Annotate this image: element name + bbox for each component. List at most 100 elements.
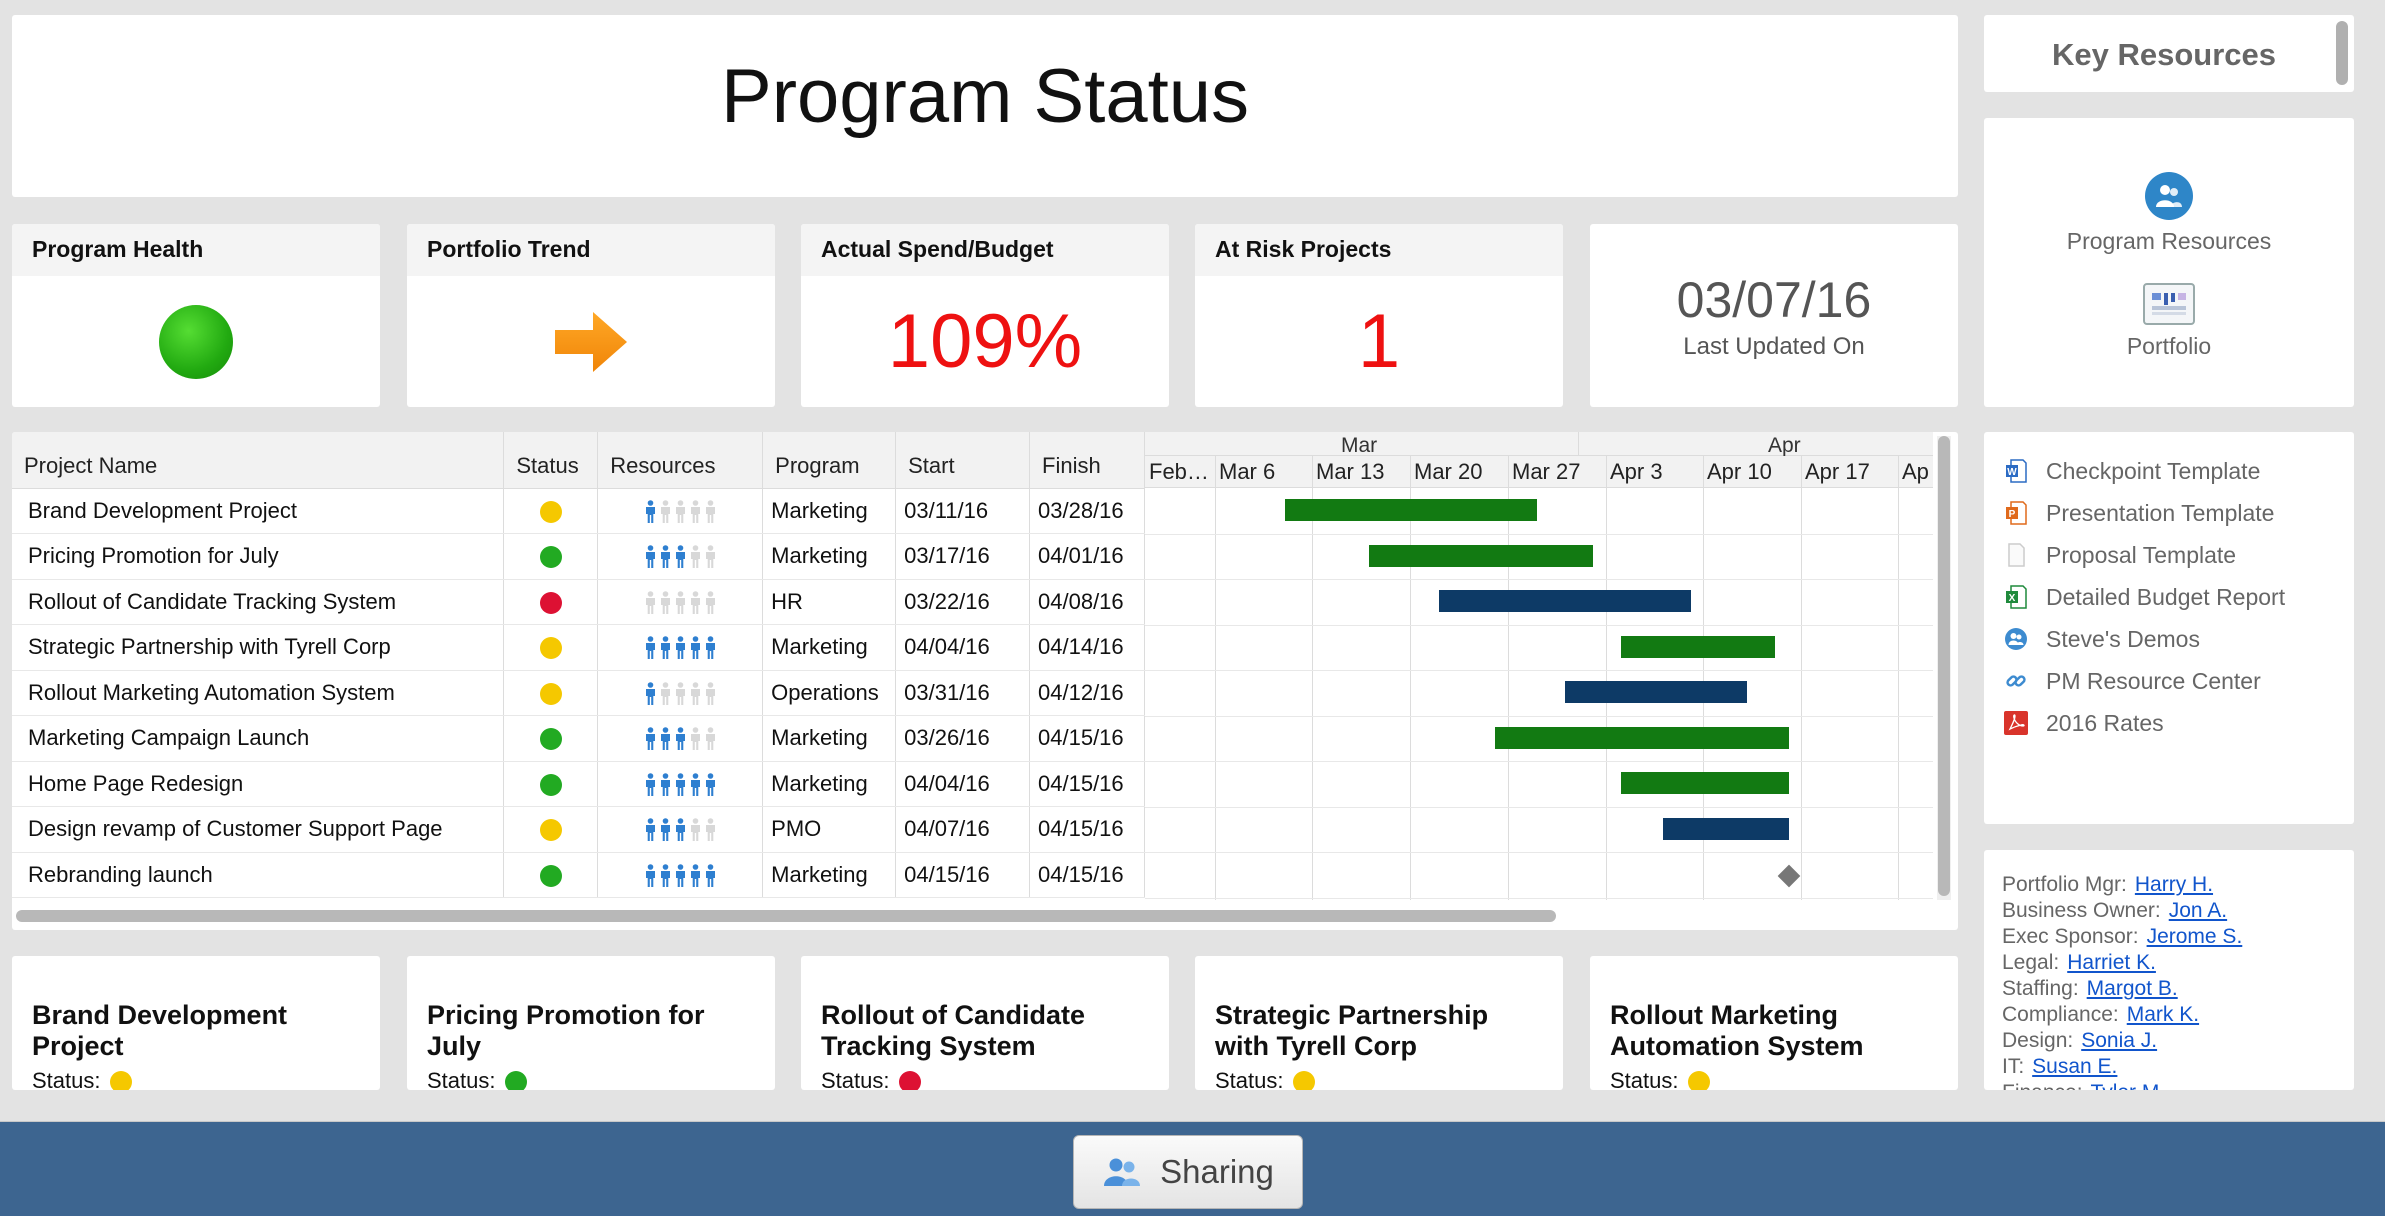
contact-link[interactable]: Margot B. bbox=[2086, 977, 2178, 1000]
contact-role: IT: bbox=[2002, 1055, 2025, 1078]
key-resources-scrollbar[interactable] bbox=[2336, 21, 2348, 85]
project-card-title: Pricing Promotion for July bbox=[427, 1000, 705, 1061]
start-date-cell: 03/17/16 bbox=[895, 533, 1031, 580]
table-row[interactable]: Strategic Partnership with Tyrell Corp Ma… bbox=[12, 624, 1145, 671]
status-dot-icon bbox=[539, 682, 562, 705]
portfolio-label: Portfolio bbox=[2126, 333, 2212, 359]
table-row[interactable]: Pricing Promotion for July Marketing 03/17… bbox=[12, 533, 1145, 580]
finish-date-cell: 04/15/16 bbox=[1029, 761, 1145, 807]
person-icon bbox=[675, 545, 686, 569]
contact-role: Business Owner: bbox=[2002, 899, 2161, 922]
project-card[interactable]: Strategic Partnership with Tyrell Corp S… bbox=[1195, 956, 1563, 1090]
gantt-bar[interactable] bbox=[1621, 635, 1775, 658]
resources-cell bbox=[597, 624, 764, 671]
col-finish[interactable]: Finish bbox=[1029, 432, 1145, 489]
program-cell: Operations bbox=[762, 670, 897, 716]
project-card[interactable]: Pricing Promotion for July Status: bbox=[407, 956, 775, 1090]
gantt-bar[interactable] bbox=[1285, 499, 1537, 521]
program-resources-link[interactable]: Program Resources bbox=[1984, 172, 2354, 255]
file-link-steves-demos[interactable]: Steve's Demos bbox=[1984, 618, 2354, 660]
file-link-2016-rates[interactable]: 2016 Rates bbox=[1984, 702, 2354, 744]
key-contacts: Portfolio Mgr: Harry H. Business Owner: Jo… bbox=[1984, 850, 2354, 1090]
file-label: Detailed Budget Report bbox=[2046, 583, 2286, 610]
gantt-bar[interactable] bbox=[1565, 681, 1747, 703]
person-icon bbox=[660, 500, 671, 524]
grid-horizontal-scrollbar[interactable] bbox=[16, 910, 1936, 924]
grid-vertical-scrollbar[interactable] bbox=[1937, 436, 1951, 900]
gantt-bar[interactable] bbox=[1369, 544, 1593, 567]
file-link-budget-report[interactable]: X Detailed Budget Report bbox=[1984, 576, 2354, 618]
project-table: Project Name Status Resources Program St… bbox=[12, 432, 1145, 898]
contact-row: Legal: Harriet K. bbox=[2002, 950, 2354, 976]
col-resources[interactable]: Resources bbox=[597, 432, 764, 489]
status-dot-icon bbox=[505, 1071, 528, 1090]
file-link-proposal-template[interactable]: Proposal Template bbox=[1984, 534, 2354, 576]
dashboard-icon bbox=[2143, 283, 2195, 325]
project-card-status-label: Status: bbox=[427, 1068, 496, 1090]
table-row[interactable]: Brand Development Project Marketing 03/11/… bbox=[12, 488, 1145, 534]
file-link-checkpoint-template[interactable]: W Checkpoint Template bbox=[1984, 450, 2354, 492]
table-row[interactable]: Home Page Redesign Marketing 04/04/16 04/15… bbox=[12, 761, 1145, 807]
contact-link[interactable]: Sonia J. bbox=[2081, 1029, 2158, 1052]
finish-date-cell: 04/15/16 bbox=[1029, 715, 1145, 762]
finish-date-cell: 04/01/16 bbox=[1029, 533, 1145, 580]
project-name-cell: Design revamp of Customer Support Page bbox=[12, 806, 505, 853]
portfolio-link[interactable]: Portfolio bbox=[1984, 283, 2354, 360]
gantt-milestone[interactable] bbox=[1777, 864, 1801, 888]
finish-date-cell: 04/12/16 bbox=[1029, 670, 1145, 716]
person-icon bbox=[645, 591, 656, 615]
table-row[interactable]: Marketing Campaign Launch Marketing 03/26/… bbox=[12, 715, 1145, 762]
project-card-status-label: Status: bbox=[32, 1068, 101, 1090]
last-updated-label: Last Updated On bbox=[1683, 332, 1865, 360]
table-row[interactable]: Rollout Marketing Automation System Opera… bbox=[12, 670, 1145, 716]
gantt-week-label: Apr 17 bbox=[1805, 459, 1870, 484]
table-row[interactable]: Rollout of Candidate Tracking System HR 03… bbox=[12, 579, 1145, 625]
contact-link[interactable]: Jerome S. bbox=[2146, 925, 2243, 948]
program-resources-label: Program Resources bbox=[2066, 228, 2272, 254]
last-updated-card: 03/07/16 Last Updated On bbox=[1590, 224, 1958, 407]
gantt-week-header: Feb… Mar 6 Mar 13 Mar 20 Mar 27 Apr 3 Apr 10 Ap… bbox=[1145, 456, 1933, 488]
person-icon bbox=[690, 500, 701, 524]
program-cell: Marketing bbox=[762, 852, 897, 898]
svg-text:P: P bbox=[2009, 509, 2016, 520]
file-link-presentation-template[interactable]: P Presentation Template bbox=[1984, 492, 2354, 534]
contact-link[interactable]: Harriet K. bbox=[2067, 951, 2156, 974]
col-project-name[interactable]: Project Name bbox=[12, 432, 505, 489]
col-start[interactable]: Start bbox=[895, 432, 1031, 489]
col-status[interactable]: Status bbox=[503, 432, 599, 489]
contact-link[interactable]: Susan E. bbox=[2032, 1055, 2118, 1078]
contact-link[interactable]: Tyler M. bbox=[2091, 1081, 2166, 1090]
gantt-bar[interactable] bbox=[1663, 817, 1789, 840]
person-icon bbox=[705, 636, 716, 660]
project-card[interactable]: Rollout Marketing Automation System Stat… bbox=[1590, 956, 1958, 1090]
table-row[interactable]: Rebranding launch Marketing 04/15/16 04/15/… bbox=[12, 852, 1145, 898]
contact-role: Exec Sponsor: bbox=[2002, 925, 2139, 948]
sharing-button[interactable]: Sharing bbox=[1073, 1135, 1303, 1209]
status-cell bbox=[503, 579, 599, 625]
project-card-title: Strategic Partnership with Tyrell Corp bbox=[1215, 1000, 1489, 1061]
excel-icon: X bbox=[2004, 584, 2028, 610]
resources-cell bbox=[597, 533, 764, 580]
gantt-bar[interactable] bbox=[1621, 772, 1789, 794]
person-icon bbox=[675, 864, 686, 888]
status-dot-icon bbox=[899, 1071, 922, 1090]
col-program[interactable]: Program bbox=[762, 432, 897, 489]
gantt-bar[interactable] bbox=[1439, 590, 1691, 612]
blank-doc-icon bbox=[2004, 542, 2028, 568]
project-card[interactable]: Brand Development Project Status: bbox=[12, 956, 380, 1090]
contact-row: Staffing: Margot B. bbox=[2002, 976, 2354, 1002]
gantt-bar[interactable] bbox=[1495, 726, 1789, 749]
project-card[interactable]: Rollout of Candidate Tracking System Sta… bbox=[801, 956, 1169, 1090]
person-icon bbox=[675, 591, 686, 615]
status-cell bbox=[503, 852, 599, 898]
contact-link[interactable]: Harry H. bbox=[2134, 873, 2214, 896]
status-cell bbox=[503, 806, 599, 853]
file-label: 2016 Rates bbox=[2046, 709, 2164, 736]
project-name-cell: Rollout Marketing Automation System bbox=[12, 670, 505, 716]
table-row[interactable]: Design revamp of Customer Support Page PM… bbox=[12, 806, 1145, 853]
contact-link[interactable]: Mark K. bbox=[2126, 1003, 2200, 1026]
start-date-cell: 04/15/16 bbox=[895, 852, 1031, 898]
contact-link[interactable]: Jon A. bbox=[2168, 899, 2228, 922]
file-link-pm-resource-center[interactable]: PM Resource Center bbox=[1984, 660, 2354, 702]
last-updated-date: 03/07/16 bbox=[1676, 271, 1872, 328]
